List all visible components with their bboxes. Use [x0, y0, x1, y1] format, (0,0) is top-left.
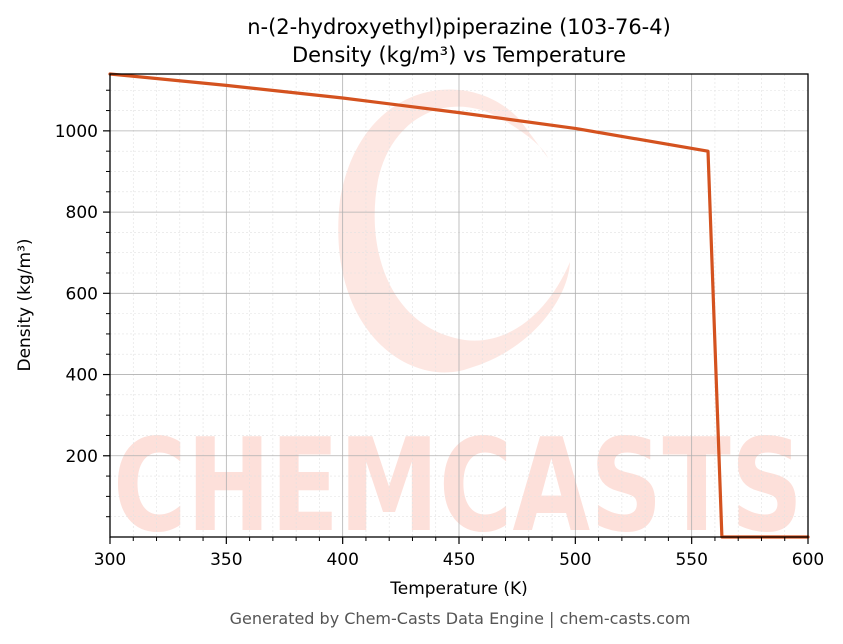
x-tick-label: 350: [210, 550, 242, 570]
x-tick-label: 450: [443, 550, 475, 570]
x-tick-label: 550: [675, 550, 707, 570]
x-tick-label: 400: [326, 550, 358, 570]
y-tick-label: 1000: [55, 122, 98, 142]
chart-title: n-(2-hydroxyethyl)piperazine (103-76-4): [247, 15, 671, 39]
ticks: [103, 89, 809, 544]
y-tick-label: 400: [66, 366, 98, 386]
y-tick-label: 800: [66, 203, 98, 223]
y-tick-label: 600: [66, 284, 98, 304]
watermark: CHEMCASTS: [113, 89, 803, 561]
x-tick-label: 600: [792, 550, 824, 570]
watermark-swirl: [338, 89, 570, 373]
x-axis-label: Temperature (K): [389, 579, 528, 599]
x-tick-label: 500: [559, 550, 591, 570]
x-tick-label: 300: [94, 550, 126, 570]
y-tick-label: 200: [66, 447, 98, 467]
major-grid: [110, 74, 808, 537]
chart-subtitle: Density (kg/m³) vs Temperature: [292, 43, 626, 67]
series-line: [108, 72, 810, 539]
tick-labels: 300 350 400 450 500 550 600 200 400 600 800 1000: [55, 122, 824, 570]
watermark-text: CHEMCASTS: [113, 412, 803, 561]
y-axis-label: Density (kg/m³): [15, 238, 35, 371]
footer-credit: Generated by Chem-Casts Data Engine | ch…: [230, 609, 691, 628]
